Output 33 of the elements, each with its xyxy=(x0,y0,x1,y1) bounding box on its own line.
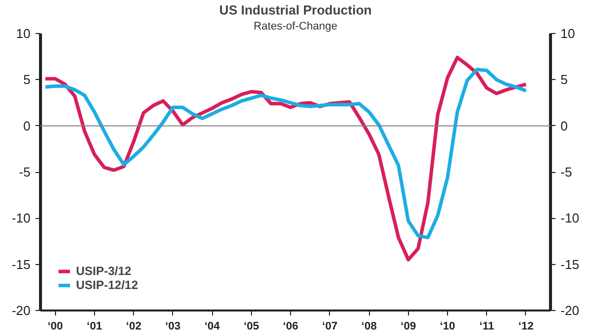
y-tick-label: 10 xyxy=(16,26,31,41)
y-tick-label: -20 xyxy=(12,303,31,318)
y-tick-label: -5 xyxy=(18,164,31,180)
legend-label: USIP-12/12 xyxy=(76,278,138,292)
line-series xyxy=(44,68,528,240)
x-tick-label: ‘02 xyxy=(126,320,142,332)
x-tick-label: ‘04 xyxy=(204,320,221,332)
chart-subtitle: Rates-of-Change xyxy=(254,20,338,32)
x-tick-label: ‘03 xyxy=(165,320,181,332)
x-tick-label: ‘08 xyxy=(361,320,377,332)
x-tick-label: ‘05 xyxy=(244,320,260,332)
y2-tick-label: 5 xyxy=(560,72,568,88)
x-tick-label: ‘12 xyxy=(518,320,534,332)
x-tick-label: ‘01 xyxy=(86,320,102,332)
chart-title: US Industrial Production xyxy=(219,2,372,18)
line-series xyxy=(44,56,528,262)
y-tick-label: 0 xyxy=(23,118,31,134)
y-tick-label: 5 xyxy=(23,72,31,88)
x-tick-label: ‘00 xyxy=(48,320,63,332)
y2-tick-label: 10 xyxy=(560,26,575,41)
y2-tick-label: -20 xyxy=(560,303,580,318)
y-tick-label: -10 xyxy=(12,210,31,226)
x-tick-label: ‘11 xyxy=(479,320,494,332)
x-tick-label: ‘09 xyxy=(400,320,416,332)
x-tick-label: ‘07 xyxy=(322,320,338,332)
legend-label: USIP-3/12 xyxy=(76,264,132,278)
y2-tick-label: -15 xyxy=(560,256,580,272)
y2-tick-label: 0 xyxy=(560,118,568,134)
y-tick-label: -15 xyxy=(12,256,31,272)
y2-tick-label: -5 xyxy=(560,164,572,180)
y2-tick-label: -10 xyxy=(560,210,580,226)
x-tick-label: ‘06 xyxy=(282,320,298,332)
x-tick-label: ‘10 xyxy=(440,320,456,332)
